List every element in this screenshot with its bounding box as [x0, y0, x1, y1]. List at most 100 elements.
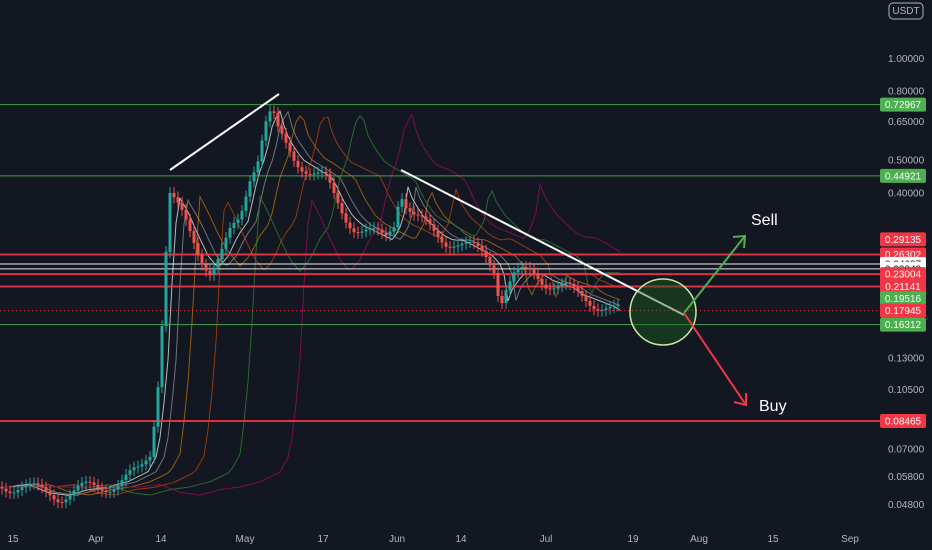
badge-label: 0.72967: [885, 100, 922, 111]
candle-body: [600, 310, 604, 312]
candlesticks: [0, 105, 620, 509]
candle-body: [384, 232, 388, 236]
candle-body: [88, 481, 92, 483]
candle-body: [452, 246, 456, 248]
candle-body: [172, 193, 176, 198]
candle-body: [48, 490, 52, 496]
badge-box: [880, 97, 926, 112]
candle-body: [208, 270, 212, 275]
candle-body: [248, 181, 252, 197]
badge-box: [880, 291, 926, 306]
candle-body: [216, 259, 220, 268]
candle-body: [492, 265, 496, 274]
breakout-circle: [629, 278, 697, 346]
badge-label: 0.19516: [885, 294, 922, 305]
sell-label: Sell: [751, 212, 778, 229]
candle-body: [532, 269, 536, 274]
candle-body: [576, 287, 580, 292]
candle-body: [552, 288, 556, 290]
badge-label: 0.29135: [885, 235, 922, 246]
candle-body: [136, 466, 140, 468]
candle-body: [500, 295, 504, 304]
x-tick-label: Jun: [389, 534, 405, 545]
candle-body: [316, 172, 320, 174]
candle-body: [0, 486, 4, 489]
price-level-badges: 0.729670.449210.291350.263020.246370.238…: [880, 97, 926, 428]
candle-body: [164, 251, 168, 327]
candle-body: [232, 222, 236, 229]
candle-body: [60, 502, 64, 504]
price-badge: 0.44921: [880, 168, 926, 183]
y-tick-label: 1.00000: [888, 54, 925, 65]
candle-body: [252, 172, 256, 182]
candle-body: [104, 490, 108, 493]
candle-body: [100, 487, 104, 491]
candle-body: [596, 309, 600, 311]
candle-body: [116, 485, 120, 490]
y-tick-label: 0.50000: [888, 156, 925, 167]
candle-body: [72, 490, 76, 496]
candle-body: [128, 470, 132, 475]
x-tick-label: 19: [627, 534, 639, 545]
candle-body: [412, 211, 416, 215]
x-tick-label: Apr: [88, 534, 104, 545]
candle-body: [484, 250, 488, 258]
candle-body: [440, 236, 444, 243]
moving-average-line: [0, 115, 621, 496]
candle-body: [276, 112, 280, 127]
candle-body: [112, 489, 116, 492]
price-badge: 0.21141: [880, 279, 926, 294]
candle-body: [468, 241, 472, 243]
buy-label: Buy: [759, 398, 787, 415]
candle-body: [148, 456, 152, 461]
candle-body: [96, 484, 100, 488]
candle-body: [476, 242, 480, 246]
candle-body: [80, 482, 84, 486]
sell-arrowhead: [732, 234, 747, 249]
badge-label: 0.26302: [885, 250, 922, 261]
badge-box: [880, 413, 926, 428]
candle-body: [192, 231, 196, 244]
candle-body: [300, 167, 304, 172]
x-tick-label: 17: [317, 534, 329, 545]
candle-body: [168, 193, 172, 252]
candle-body: [592, 305, 596, 310]
candle-body: [380, 229, 384, 233]
time-axis[interactable]: 15 Apr 14 May 17 Jun 14 Jul 19 Aug 15 Sep: [7, 534, 859, 545]
candle-body: [512, 272, 516, 282]
candle-body: [392, 227, 396, 232]
candle-body: [396, 206, 400, 228]
candle-body: [236, 219, 240, 223]
candle-body: [352, 228, 356, 233]
candle-body: [460, 243, 464, 246]
y-tick-label: 0.05800: [888, 472, 925, 483]
price-level-lines: [0, 104, 884, 422]
candle-body: [408, 208, 412, 212]
candle-body: [444, 242, 448, 247]
y-tick-label: 0.40000: [888, 188, 925, 199]
badge-box: [880, 317, 926, 332]
candle-body: [280, 126, 284, 134]
badge-label: 0.17945: [885, 306, 922, 317]
y-tick-label: 0.13000: [888, 353, 925, 364]
candle-body: [340, 203, 344, 214]
price-badge: 0.08465: [880, 413, 926, 428]
candle-body: [332, 182, 336, 193]
candle-body: [20, 487, 24, 491]
candle-body: [608, 307, 612, 309]
candle-body: [76, 485, 80, 491]
currency-frame[interactable]: [888, 2, 924, 20]
candle-body: [464, 242, 468, 244]
price-axis[interactable]: 1.00000 0.80000 0.65000 0.50000 0.40000 0.130…: [888, 54, 925, 511]
currency-label: USDT: [892, 6, 919, 17]
candle-body: [240, 210, 244, 220]
candle-body: [504, 290, 508, 304]
candle-body: [524, 267, 528, 269]
y-tick-label: 0.65000: [888, 117, 925, 128]
candle-body: [152, 426, 156, 457]
candle-body: [404, 199, 408, 209]
candle-body: [448, 246, 452, 248]
candle-body: [616, 304, 620, 306]
candle-body: [548, 288, 552, 290]
